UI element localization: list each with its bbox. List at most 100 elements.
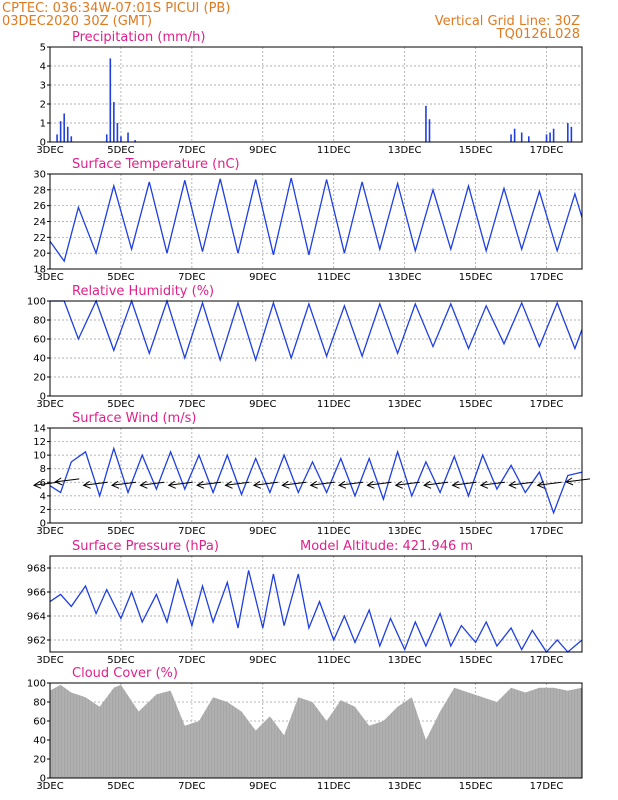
temperature-xtick-label: 9DEC — [249, 272, 276, 283]
wind-arrow-head — [110, 480, 120, 489]
wind-arrow — [310, 481, 335, 486]
wind-arrow — [509, 481, 534, 486]
wind-arrow — [338, 481, 364, 486]
wind-arrow-head — [508, 480, 517, 489]
wind-ytick-label: 0 — [40, 519, 46, 530]
precip-xtick-label: 11DEC — [317, 145, 351, 156]
precip-xtick-label: 15DEC — [459, 145, 493, 156]
cloud-xtick-label: 7DEC — [178, 781, 205, 792]
wind-ytick-label: 2 — [40, 505, 46, 516]
wind-arrow-head — [54, 477, 63, 486]
precip-bar — [552, 128, 555, 142]
cloud-frame — [49, 682, 583, 779]
cloud-area — [50, 684, 582, 778]
humidity-ytick-label: 20 — [33, 373, 46, 384]
temperature-xtick-label: 7DEC — [178, 272, 205, 283]
humidity-xtick-label: 17DEC — [530, 399, 564, 410]
wind-arrow — [111, 481, 137, 486]
precip-bar — [545, 134, 548, 142]
precip-ytick-label: 2 — [40, 100, 46, 111]
cloud-xtick-label: 17DEC — [530, 781, 564, 792]
precip-bar — [549, 132, 551, 142]
humidity-ytick-label: 80 — [33, 316, 46, 327]
pressure-panel-title: Surface Pressure (hPa) — [72, 539, 219, 554]
wind-arrow-head — [309, 480, 318, 489]
wind-ytick-label: 6 — [40, 478, 46, 489]
cloud-xtick-label: 11DEC — [317, 781, 351, 792]
temperature-panel-title: Surface Temperature (nC) — [72, 157, 240, 172]
wind-arrow — [395, 481, 420, 486]
cloud-ytick-label: 80 — [33, 698, 46, 709]
cloud-panel-title: Cloud Cover (%) — [72, 666, 178, 681]
temperature-xtick-label: 3DEC — [36, 272, 63, 283]
cloud-xtick-label: 3DEC — [36, 781, 63, 792]
wind-xtick-label: 5DEC — [107, 526, 134, 537]
humidity-xtick-label: 3DEC — [36, 399, 63, 410]
wind-arrow — [83, 481, 108, 486]
humidity-frame — [49, 300, 583, 397]
wind-ytick-label: 4 — [40, 491, 46, 502]
precip-bar — [510, 134, 512, 142]
wind-xtick-label: 13DEC — [388, 526, 422, 537]
temperature-xtick-label: 5DEC — [107, 272, 134, 283]
wind-arrow — [140, 481, 165, 486]
temperature-xtick-label: 11DEC — [317, 272, 351, 283]
wind-arrow-head — [82, 480, 91, 489]
wind-arrow — [537, 481, 562, 486]
wind-arrow-head — [564, 477, 574, 486]
precip-bar — [59, 121, 62, 142]
wind-arrow-head — [337, 480, 347, 489]
precip-bar — [520, 132, 523, 142]
humidity-ytick-label: 0 — [40, 392, 46, 403]
wind-arrow-head — [281, 480, 290, 489]
pressure-ytick-label: 968 — [27, 564, 46, 575]
wind-arrow-head — [423, 480, 432, 489]
precip-bar — [528, 136, 530, 142]
temperature-xtick-label: 17DEC — [530, 272, 564, 283]
humidity-xtick-label: 15DEC — [459, 399, 493, 410]
precip-bar — [63, 113, 65, 142]
pressure-frame — [49, 555, 583, 653]
wind-panel-title: Surface Wind (m/s) — [72, 411, 196, 426]
temperature-ytick-label: 18 — [33, 265, 46, 276]
pressure-xtick-label: 11DEC — [317, 655, 351, 666]
humidity-ytick-label: 40 — [33, 354, 46, 365]
wind-arrow — [33, 481, 59, 486]
wind-series-line — [49, 446, 583, 515]
cloud-ytick-label: 20 — [33, 755, 46, 766]
cloud-xtick-label: 13DEC — [388, 781, 422, 792]
header-run-date: 03DEC2020 30Z (GMT) — [2, 14, 152, 29]
temperature-xtick-label: 13DEC — [388, 272, 422, 283]
wind-arrow — [367, 481, 392, 486]
wind-ytick-label: 8 — [40, 464, 46, 475]
wind-xtick-label: 11DEC — [317, 526, 351, 537]
precip-bar — [127, 132, 129, 142]
wind-arrow — [225, 481, 250, 486]
precip-bar — [116, 123, 119, 142]
pressure-xtick-label: 17DEC — [530, 655, 564, 666]
wind-arrow-head — [196, 480, 205, 489]
precip-ytick-label: 3 — [40, 81, 46, 92]
wind-arrow — [480, 481, 505, 486]
precip-bar — [70, 136, 73, 142]
wind-arrow-head — [536, 480, 545, 489]
wind-arrow — [452, 481, 477, 486]
wind-arrow — [565, 478, 591, 483]
precip-xtick-label: 13DEC — [388, 145, 422, 156]
humidity-ytick-label: 100 — [27, 297, 46, 308]
temperature-ytick-label: 24 — [33, 217, 46, 228]
precip-ytick-label: 5 — [40, 43, 46, 54]
wind-arrow-head — [252, 480, 262, 489]
humidity-xtick-label: 5DEC — [107, 399, 134, 410]
wind-frame — [49, 427, 583, 524]
pressure-ytick-label: 964 — [27, 612, 46, 623]
wind-arrow-head — [139, 480, 148, 489]
precip-ytick-label: 0 — [40, 138, 46, 149]
wind-xtick-label: 3DEC — [36, 526, 63, 537]
pressure-xtick-label: 5DEC — [107, 655, 134, 666]
pressure-xtick-label: 3DEC — [36, 655, 63, 666]
precip-xtick-label: 5DEC — [107, 145, 134, 156]
temperature-ytick-label: 22 — [33, 233, 46, 244]
precip-bar — [567, 123, 569, 142]
wind-ytick-label: 12 — [33, 437, 46, 448]
